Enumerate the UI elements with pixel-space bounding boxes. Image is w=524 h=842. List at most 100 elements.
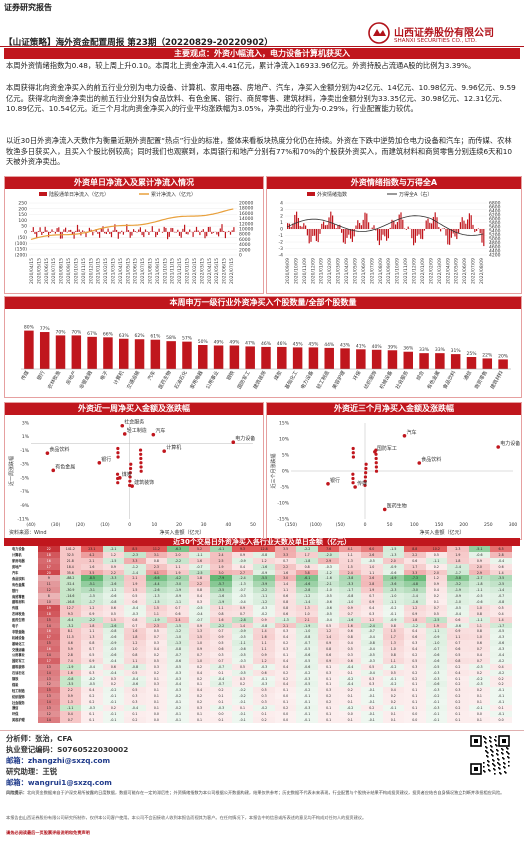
sentiment-bar — [479, 229, 481, 234]
inflow-bar — [133, 229, 135, 232]
y-left-tick: 2 — [280, 214, 283, 220]
assistant-email[interactable]: 邮箱：wangrui1@sxzq.com — [6, 778, 112, 787]
table-cell: 社会服务 — [12, 700, 25, 705]
inflow-bar — [231, 230, 233, 232]
sentiment-bar — [378, 229, 380, 246]
table-cell: -0.5 — [490, 628, 512, 635]
industry-bar — [103, 337, 113, 369]
inflow-bar — [63, 229, 65, 232]
table-cell: 0.2 — [102, 705, 125, 711]
table-cell: -0.5 — [231, 634, 254, 641]
y-right-tick: 4400 — [489, 249, 501, 255]
inflow-bar — [141, 231, 143, 236]
table-cell: 0.5 — [425, 551, 448, 558]
table-cell: 1.6 — [339, 622, 361, 629]
y-left-tick: 200 — [18, 206, 27, 212]
table-cell: 1.7 — [382, 634, 405, 641]
table-cell: -0.1 — [490, 710, 512, 717]
table-cell: -4.8 — [404, 581, 426, 588]
industry-bar — [277, 346, 287, 369]
sentiment-bar — [463, 220, 465, 229]
table-cell: -1.0 — [317, 587, 340, 594]
sentiment-bar — [456, 229, 458, 240]
table-cell: 1.8 — [81, 622, 103, 629]
table-cell: 1.7 — [296, 551, 318, 558]
inflow-bar — [172, 228, 174, 232]
table-cell: -1.9 — [145, 616, 168, 623]
table-row: 环保 12 0.4 0.1 -0.1 0.1 0.0 -0.1 0.1 0.0 -0.1 0.1 0.0… — [12, 710, 512, 717]
industry-category: 基础化工 — [283, 370, 299, 391]
analyst-name: 分析师：张治，CFA — [6, 734, 73, 743]
scatter-point — [128, 471, 132, 475]
x-tick: 2021/09/15 — [155, 258, 161, 284]
table-cell: 0.6 — [274, 593, 297, 600]
table-cell: 0.6 — [447, 616, 469, 623]
table-cell: 11.5 — [59, 634, 82, 641]
table-cell: -0.1 — [360, 716, 383, 723]
industry-bar — [166, 341, 176, 369]
y-left-tick: -1 — [279, 233, 284, 239]
industry-bar-label: 22% — [482, 352, 493, 358]
industry-category: 银行 — [35, 370, 46, 382]
qr-module — [499, 764, 501, 766]
table-cell: 0.2 — [145, 652, 168, 658]
analyst-email[interactable]: 邮箱：zhangzhi@sxzq.com — [6, 756, 111, 765]
inflow-bar — [116, 229, 118, 232]
sentiment-bar — [411, 229, 413, 239]
industry-bar — [403, 351, 413, 369]
table-cell: 0.3 — [253, 699, 275, 706]
table-cell: 7.6 — [317, 546, 340, 552]
table-cell: -1.1 — [167, 599, 189, 605]
table-cell: -0.6 — [102, 593, 125, 600]
table-cell: 5.9 — [59, 646, 82, 653]
table-cell: -0.5 — [360, 652, 383, 658]
sentiment-bar — [427, 218, 429, 229]
x-tick: 2020/12/09 — [310, 258, 316, 284]
industry-days-table: 电力设备 22 141.2 23.1 -2.1 8.5 11.2 -6.3 5.2 -4.1 9.3… — [12, 546, 512, 723]
table-cell: 12 — [38, 710, 60, 717]
table-cell: -0.6 — [490, 640, 512, 647]
table-cell: 0.8 — [468, 610, 491, 617]
table-cell: 1.1 — [382, 657, 405, 664]
sentiment-bar — [477, 228, 479, 229]
table-cell: 0.6 — [253, 669, 275, 676]
chart-week-scatter: 外资近一周净买入金额及涨跌幅 3% 1% -1% -3% -5% -7% -9% -11% (4… — [4, 402, 264, 540]
table-cell: 1.8 — [124, 634, 146, 641]
table-cell: 0.4 — [274, 657, 297, 664]
y-right-tick: 5600 — [489, 225, 501, 231]
inflow-bar — [204, 231, 206, 239]
x-axis-label: 净买入金额（亿元） — [419, 529, 464, 536]
qr-module — [498, 763, 500, 765]
table-cell: 0.0 — [339, 710, 361, 717]
scatter-point — [364, 471, 368, 475]
scatter-point — [116, 451, 120, 455]
table-row: 电力设备 22 141.2 23.1 -2.1 8.5 11.2 -6.3 5.2 -4.1 9.3… — [12, 546, 512, 552]
table-cell: 0.6 — [274, 610, 297, 617]
qr-module — [492, 763, 494, 765]
table-cell: -5.1 — [81, 581, 103, 588]
inflow-bar — [100, 228, 102, 232]
table-cell: 0.1 — [317, 716, 340, 723]
table-cell: 0.1 — [210, 716, 232, 723]
industry-category: 建筑装饰 — [252, 370, 268, 391]
industry-bar-label: 20% — [498, 353, 509, 359]
table-cell: 0.7 — [145, 634, 168, 641]
chart-3m-scatter-plot: 15% 10% 5% 0% -5% -10% -15%(150) (100) (50) 0 50 10… — [270, 421, 520, 537]
table-row: 通信 13 -1.1 -0.3 0.2 -0.4 0.1 -0.2 0.3 -0.3 0.1 -0.2… — [12, 705, 512, 711]
qr-module — [504, 763, 506, 765]
industry-bar — [229, 345, 240, 369]
table-cell: 14 — [38, 699, 60, 706]
table-cell: -0.8 — [102, 599, 125, 605]
table-cell: -0.1 — [102, 693, 125, 700]
table-cell: -0.2 — [81, 675, 103, 682]
table-cell: -1.1 — [425, 628, 448, 635]
table-cell: -3.5 — [490, 575, 512, 582]
table-cell: 0.9 — [188, 622, 211, 629]
table-cell: -4.6 — [296, 581, 318, 588]
table-cell: 1.1 — [81, 628, 103, 635]
y-right-tick: 5800 — [489, 221, 501, 227]
y-right-tick: 6600 — [489, 205, 501, 211]
x-tick: 2020/09/15 — [66, 258, 72, 284]
table-cell: -6.1 — [296, 575, 318, 582]
table-cell: 0.5 — [425, 610, 448, 617]
